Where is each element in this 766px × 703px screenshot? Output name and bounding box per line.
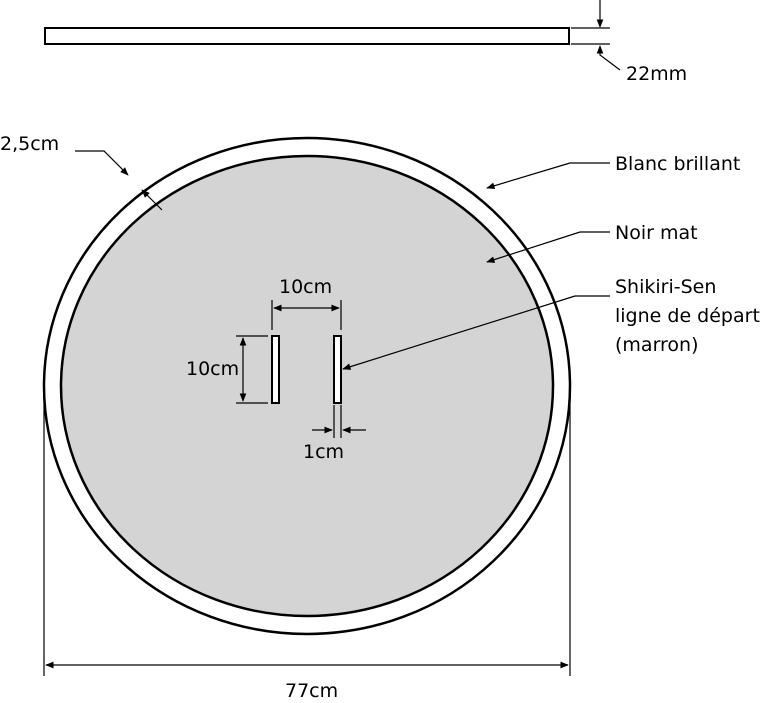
start-line-label-2: ligne de départ	[615, 305, 760, 327]
start-line-label-1: Shikiri-Sen	[615, 276, 716, 298]
length-label: 10cm	[186, 358, 239, 380]
side-profile-board	[44, 27, 570, 45]
start-line-left	[271, 335, 280, 404]
thickness-arrow-bottom	[596, 45, 621, 71]
spacing-label: 10cm	[279, 276, 332, 298]
inner-surface	[59, 154, 555, 618]
diameter-label: 77cm	[285, 680, 338, 702]
start-line-leader-arrow	[342, 295, 576, 370]
border-color-label: Blanc brillant	[615, 153, 740, 175]
border-width-arrow-outer	[75, 150, 129, 176]
border-width-label: 2,5cm	[0, 133, 59, 155]
width-label: 1cm	[303, 441, 344, 463]
border-leader-arrow	[486, 162, 571, 190]
start-line-right	[333, 335, 342, 404]
surface-color-label: Noir mat	[615, 222, 698, 244]
surface-leader-arrow	[486, 231, 581, 263]
start-line-label-3: (marron)	[615, 334, 699, 356]
border-width-arrow-inner	[141, 189, 163, 211]
thickness-label: 22mm	[626, 63, 687, 85]
